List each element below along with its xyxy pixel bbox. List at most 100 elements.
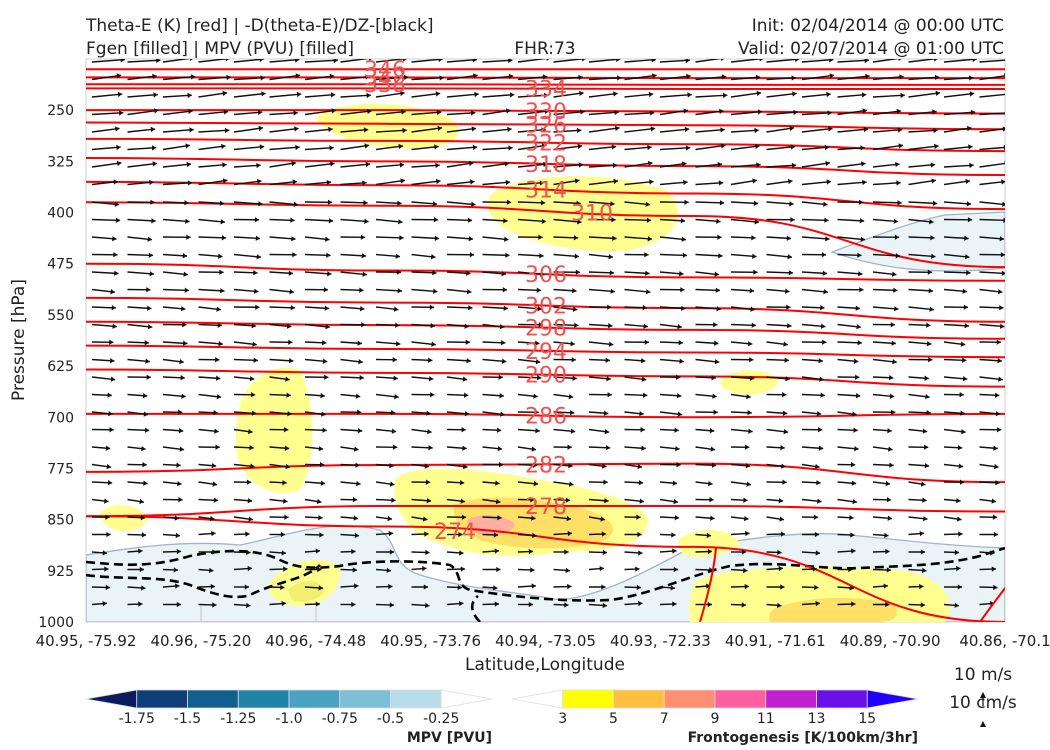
wind-vector-head: [744, 583, 749, 590]
wind-vector-head: [217, 322, 222, 328]
wind-vector: [730, 145, 760, 151]
wind-vector-head: [754, 127, 759, 134]
wind-vector: [553, 218, 582, 223]
wind-vector: [482, 59, 513, 63]
wind-vector-head: [435, 91, 441, 97]
wind-vector-head: [711, 462, 717, 468]
wind-vector-head: [434, 235, 440, 241]
wind-vector-head: [568, 393, 574, 400]
wind-vector-head: [397, 288, 402, 294]
colorbar-tick-label: -0.5: [377, 711, 404, 727]
wind-vector-head: [706, 583, 711, 589]
wind-vector-head: [534, 409, 539, 415]
wind-vector: [979, 75, 1005, 81]
wind-vector: [482, 128, 512, 133]
wind-vector: [943, 59, 977, 63]
wind-vector: [446, 236, 474, 240]
wind-vector-head: [714, 359, 720, 365]
theta-e-contour-label: 298: [525, 317, 567, 342]
wind-vector: [411, 59, 443, 63]
wind-vector-head: [110, 289, 115, 295]
theta-e-contour-label: 326: [525, 114, 567, 139]
wind-vector-head: [215, 375, 221, 381]
wind-vector: [375, 201, 402, 205]
wind-vector: [233, 127, 264, 133]
wind-vector-head: [566, 515, 572, 522]
wind-vector-head: [682, 252, 688, 258]
wind-vector-head: [787, 323, 792, 329]
wind-vector: [517, 75, 548, 81]
wind-vector-head: [209, 515, 215, 522]
wind-vector-head: [652, 73, 657, 79]
wind-vector-head: [787, 254, 792, 260]
wind-vector: [624, 127, 656, 133]
wind-vector-head: [574, 253, 580, 259]
wind-vector: [553, 201, 581, 205]
wind-vector: [730, 129, 759, 133]
wind-vector-head: [857, 252, 862, 258]
wind-vector-head: [642, 305, 647, 311]
title-line1: Theta-E (K) [red] | -D(theta-E)/DZ-[blac…: [85, 16, 434, 36]
wind-vector-head: [680, 218, 686, 224]
wind-vector-head: [284, 514, 289, 520]
wind-vector-head: [290, 217, 295, 223]
wind-vector: [837, 93, 867, 98]
y-tick-label: 475: [47, 257, 74, 273]
wind-vector-head: [474, 91, 479, 98]
wind-vector-head: [706, 532, 712, 539]
theta-e-contour: [86, 412, 1005, 419]
wind-vector-head: [754, 219, 760, 225]
wind-vector-head: [394, 394, 399, 400]
wind-vector: [517, 128, 546, 133]
wind-vector-head: [427, 428, 432, 435]
wind-vector-head: [889, 375, 894, 381]
wind-vector: [375, 145, 404, 151]
wind-vector-head: [924, 463, 930, 469]
wind-vector-head: [612, 162, 618, 169]
wind-vector-head: [392, 357, 397, 363]
wind-vector: [269, 74, 301, 81]
wind-vector-head: [218, 341, 223, 347]
wind-vector-head: [997, 427, 1002, 433]
wind-vector-head: [290, 305, 295, 311]
wind-vector: [943, 77, 974, 81]
wind-vector-head: [288, 358, 294, 364]
wind-vector-head: [150, 199, 155, 205]
colorbar-swatch: [339, 689, 391, 709]
wind-vector-head: [176, 548, 182, 555]
wind-vector-head: [1006, 110, 1010, 115]
wind-vector-head: [537, 375, 542, 381]
wind-vector-head: [858, 199, 864, 205]
wind-vector-head: [434, 144, 439, 150]
wind-vector-head: [463, 392, 469, 398]
wind-vector-head: [458, 531, 463, 538]
wind-vector-head: [189, 127, 194, 133]
wind-vector-head: [643, 323, 648, 329]
wind-vector-head: [506, 199, 512, 205]
wind-vector-head: [114, 201, 120, 207]
wind-vector-head: [819, 376, 824, 382]
wind-vector-head: [156, 59, 161, 64]
wind-vector-head: [395, 341, 401, 347]
wind-vector-head: [582, 59, 586, 62]
wind-vector-head: [174, 515, 180, 521]
wind-vector-head: [464, 411, 470, 417]
wind-vector: [908, 236, 935, 239]
wind-vector-head: [966, 125, 972, 132]
wind-vector-head: [327, 271, 332, 277]
wind-vector-head: [851, 480, 857, 486]
wind-vector: [91, 271, 119, 275]
wind-vector-head: [438, 59, 443, 63]
wind-vector-head: [825, 236, 830, 242]
wind-vector-head: [251, 410, 257, 416]
wind-vector-head: [546, 59, 550, 62]
wind-vector-head: [855, 393, 861, 399]
wind-vector-head: [649, 179, 654, 185]
wind-vector: [588, 145, 617, 151]
wind-vector: [872, 94, 905, 98]
wind-vector-head: [899, 74, 904, 80]
wind-vector-head: [848, 566, 853, 573]
wind-vector-head: [640, 427, 645, 433]
wind-vector-head: [681, 305, 686, 311]
wind-vector: [624, 218, 652, 222]
